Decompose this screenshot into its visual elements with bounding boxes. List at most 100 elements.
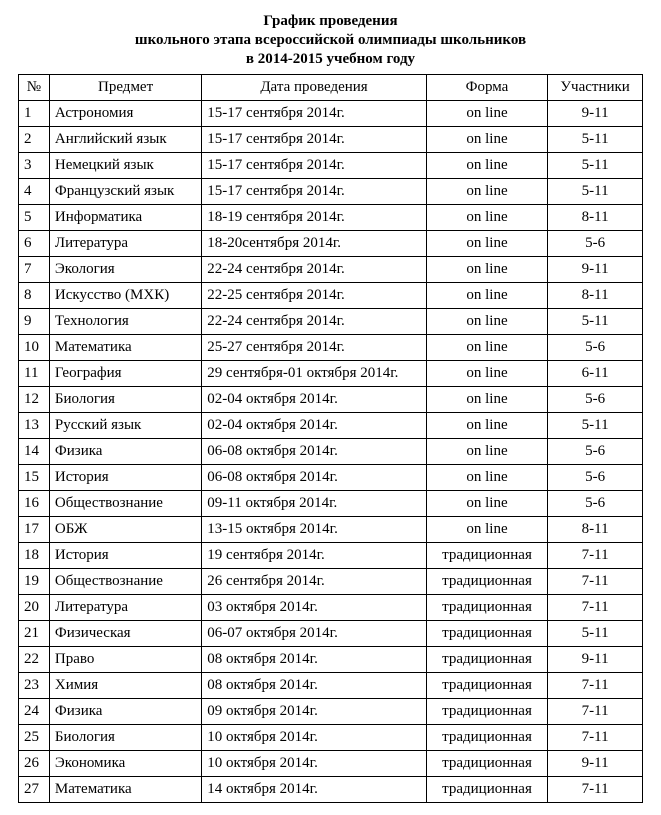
cell-num: 14 xyxy=(19,439,50,465)
cell-date: 26 сентября 2014г. xyxy=(202,569,426,595)
table-row: 9Технология22-24 сентября 2014г.on line5… xyxy=(19,309,643,335)
cell-participants: 9-11 xyxy=(548,751,643,777)
cell-date: 18-19 сентября 2014г. xyxy=(202,205,426,231)
cell-date: 22-24 сентября 2014г. xyxy=(202,257,426,283)
cell-num: 6 xyxy=(19,231,50,257)
cell-subject: Информатика xyxy=(49,205,201,231)
cell-num: 22 xyxy=(19,647,50,673)
cell-subject: Химия xyxy=(49,673,201,699)
cell-participants: 5-11 xyxy=(548,153,643,179)
cell-form: традиционная xyxy=(426,777,548,803)
cell-participants: 5-11 xyxy=(548,413,643,439)
cell-form: on line xyxy=(426,231,548,257)
cell-num: 10 xyxy=(19,335,50,361)
cell-form: традиционная xyxy=(426,699,548,725)
cell-num: 27 xyxy=(19,777,50,803)
cell-form: on line xyxy=(426,309,548,335)
cell-num: 8 xyxy=(19,283,50,309)
table-row: 15История06-08 октября 2014г.on line5-6 xyxy=(19,465,643,491)
cell-participants: 7-11 xyxy=(548,673,643,699)
cell-subject: Математика xyxy=(49,777,201,803)
cell-subject: ОБЖ xyxy=(49,517,201,543)
cell-date: 15-17 сентября 2014г. xyxy=(202,179,426,205)
cell-date: 08 октября 2014г. xyxy=(202,647,426,673)
cell-subject: Физика xyxy=(49,439,201,465)
table-row: 1Астрономия15-17 сентября 2014г.on line9… xyxy=(19,101,643,127)
cell-num: 2 xyxy=(19,127,50,153)
cell-date: 22-24 сентября 2014г. xyxy=(202,309,426,335)
cell-form: on line xyxy=(426,205,548,231)
cell-subject: Математика xyxy=(49,335,201,361)
cell-num: 25 xyxy=(19,725,50,751)
cell-form: традиционная xyxy=(426,725,548,751)
cell-date: 06-08 октября 2014г. xyxy=(202,439,426,465)
cell-date: 13-15 октября 2014г. xyxy=(202,517,426,543)
cell-date: 06-07 октября 2014г. xyxy=(202,621,426,647)
cell-participants: 9-11 xyxy=(548,647,643,673)
cell-participants: 6-11 xyxy=(548,361,643,387)
header-subject: Предмет xyxy=(49,75,201,101)
cell-form: on line xyxy=(426,335,548,361)
cell-date: 15-17 сентября 2014г. xyxy=(202,127,426,153)
cell-num: 26 xyxy=(19,751,50,777)
table-row: 21Физическая06-07 октября 2014г.традицио… xyxy=(19,621,643,647)
cell-num: 5 xyxy=(19,205,50,231)
cell-date: 03 октября 2014г. xyxy=(202,595,426,621)
cell-num: 7 xyxy=(19,257,50,283)
cell-participants: 7-11 xyxy=(548,725,643,751)
cell-participants: 8-11 xyxy=(548,283,643,309)
cell-num: 3 xyxy=(19,153,50,179)
cell-date: 10 октября 2014г. xyxy=(202,751,426,777)
cell-num: 19 xyxy=(19,569,50,595)
table-row: 27Математика14 октября 2014г.традиционна… xyxy=(19,777,643,803)
table-row: 3Немецкий язык15-17 сентября 2014г.on li… xyxy=(19,153,643,179)
cell-date: 14 октября 2014г. xyxy=(202,777,426,803)
cell-num: 9 xyxy=(19,309,50,335)
cell-participants: 9-11 xyxy=(548,101,643,127)
cell-participants: 7-11 xyxy=(548,543,643,569)
cell-form: on line xyxy=(426,517,548,543)
cell-subject: География xyxy=(49,361,201,387)
cell-date: 08 октября 2014г. xyxy=(202,673,426,699)
cell-form: on line xyxy=(426,491,548,517)
cell-date: 06-08 октября 2014г. xyxy=(202,465,426,491)
cell-participants: 9-11 xyxy=(548,257,643,283)
cell-date: 15-17 сентября 2014г. xyxy=(202,101,426,127)
header-participants: Участники xyxy=(548,75,643,101)
cell-form: традиционная xyxy=(426,543,548,569)
cell-subject: Французский язык xyxy=(49,179,201,205)
cell-participants: 5-6 xyxy=(548,439,643,465)
cell-subject: Экономика xyxy=(49,751,201,777)
cell-num: 15 xyxy=(19,465,50,491)
header-num: № xyxy=(19,75,50,101)
table-row: 13Русский язык02-04 октября 2014г.on lin… xyxy=(19,413,643,439)
cell-participants: 5-11 xyxy=(548,309,643,335)
table-row: 10Математика25-27 сентября 2014г.on line… xyxy=(19,335,643,361)
cell-form: on line xyxy=(426,413,548,439)
cell-date: 02-04 октября 2014г. xyxy=(202,413,426,439)
cell-date: 22-25 сентября 2014г. xyxy=(202,283,426,309)
table-row: 25Биология10 октября 2014г.традиционная7… xyxy=(19,725,643,751)
cell-date: 25-27 сентября 2014г. xyxy=(202,335,426,361)
cell-subject: Обществознание xyxy=(49,569,201,595)
schedule-table: № Предмет Дата проведения Форма Участник… xyxy=(18,74,643,803)
title-line-1: График проведения xyxy=(18,12,643,31)
cell-participants: 5-11 xyxy=(548,127,643,153)
cell-date: 10 октября 2014г. xyxy=(202,725,426,751)
cell-form: on line xyxy=(426,465,548,491)
cell-subject: Литература xyxy=(49,595,201,621)
cell-form: on line xyxy=(426,439,548,465)
cell-subject: Астрономия xyxy=(49,101,201,127)
table-row: 11География29 сентября-01 октября 2014г.… xyxy=(19,361,643,387)
cell-participants: 7-11 xyxy=(548,777,643,803)
cell-subject: История xyxy=(49,465,201,491)
cell-participants: 5-6 xyxy=(548,387,643,413)
cell-subject: История xyxy=(49,543,201,569)
cell-form: традиционная xyxy=(426,673,548,699)
cell-subject: Немецкий язык xyxy=(49,153,201,179)
cell-subject: Русский язык xyxy=(49,413,201,439)
table-row: 20Литература03 октября 2014г.традиционна… xyxy=(19,595,643,621)
table-row: 22Право08 октября 2014г.традиционная9-11 xyxy=(19,647,643,673)
cell-form: традиционная xyxy=(426,569,548,595)
cell-date: 19 сентября 2014г. xyxy=(202,543,426,569)
